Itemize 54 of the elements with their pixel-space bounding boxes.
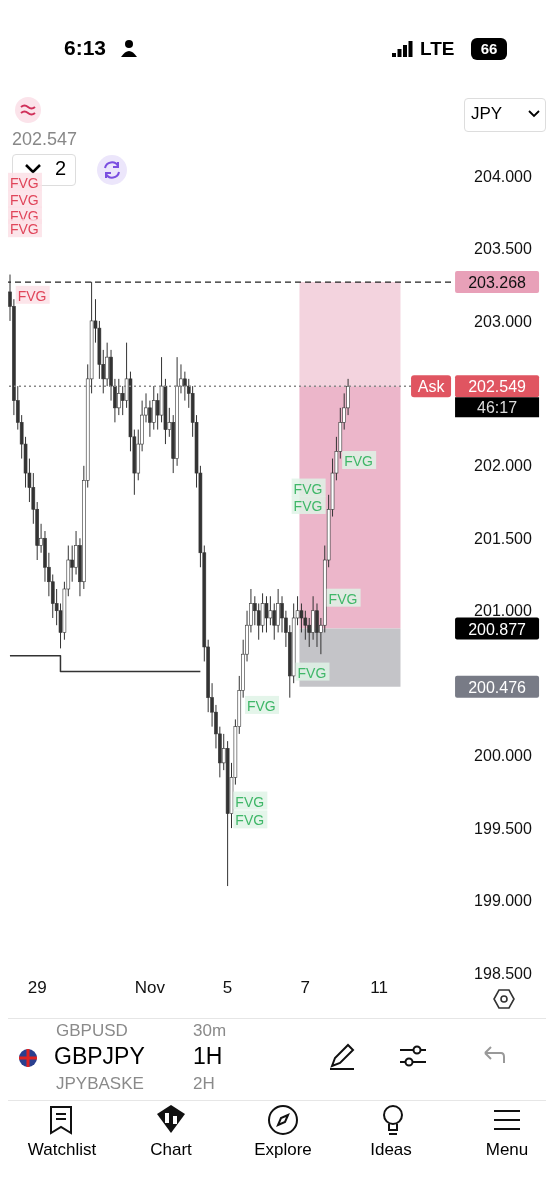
text: 1H — [193, 1043, 223, 1070]
annotation: FVG — [246, 697, 276, 714]
annotation: FVG — [9, 221, 39, 238]
annotation: FVG — [344, 453, 373, 470]
annotation: FVG — [293, 480, 323, 497]
text: 202.547 — [12, 129, 78, 150]
text: 200.877 — [468, 620, 527, 638]
text: Menu — [484, 1140, 530, 1160]
text: GBPUSD — [56, 1021, 128, 1041]
y-tick-label: 203.000 — [474, 312, 533, 330]
battery-icon: 66 — [471, 38, 507, 60]
text: JPYBASKE — [56, 1074, 144, 1094]
annotation: FVG — [17, 287, 47, 304]
annotation: FVG — [235, 812, 265, 829]
annotation: FVG — [9, 174, 39, 191]
x-tick-label: 7 — [300, 978, 311, 998]
x-tick-label: 11 — [370, 978, 388, 998]
candlestick — [268, 595, 273, 626]
ref-line-label: 202.549 — [468, 378, 527, 396]
text: 200.476 — [468, 678, 527, 696]
x-tick-label: 5 — [222, 978, 233, 998]
ref-line-label: 203.268 — [468, 274, 527, 292]
text: Explore — [253, 1140, 313, 1160]
annotation: 2 — [55, 157, 67, 180]
text: 6:13 — [64, 36, 107, 60]
y-tick-label: 198.500 — [474, 964, 533, 982]
text: 30m — [193, 1021, 227, 1041]
y-tick-label: 201.500 — [474, 529, 533, 547]
annotation: FVG — [293, 497, 323, 514]
text: JPY — [471, 104, 503, 124]
x-tick-label: Nov — [134, 978, 166, 998]
text: Chart — [149, 1140, 193, 1160]
text: GBPJPY — [54, 1043, 145, 1070]
text: 2H — [193, 1074, 215, 1094]
candlestick — [117, 378, 121, 416]
y-tick-label: 199.500 — [474, 819, 533, 837]
text: Watchlist — [26, 1140, 98, 1160]
y-tick-label: 199.000 — [474, 892, 533, 910]
y-tick-label: 201.000 — [474, 602, 533, 620]
y-tick-label: 200.000 — [474, 747, 533, 765]
y-tick-label: 202.000 — [474, 457, 533, 475]
annotation: FVG — [328, 590, 358, 607]
annotation: FVG — [235, 793, 265, 810]
y-tick-label: 204.000 — [474, 167, 533, 185]
text: Ideas — [369, 1140, 413, 1160]
annotation: FVG — [9, 208, 39, 225]
annotation: FVG — [9, 192, 39, 209]
candlestick — [264, 595, 269, 633]
annotation: FVG — [297, 664, 327, 681]
y-tick-label: 203.500 — [474, 240, 533, 258]
text: 46:17 — [477, 399, 518, 417]
annotation: Ask — [417, 378, 446, 396]
text: LTE — [420, 38, 455, 60]
x-tick-label: 29 — [27, 978, 47, 998]
